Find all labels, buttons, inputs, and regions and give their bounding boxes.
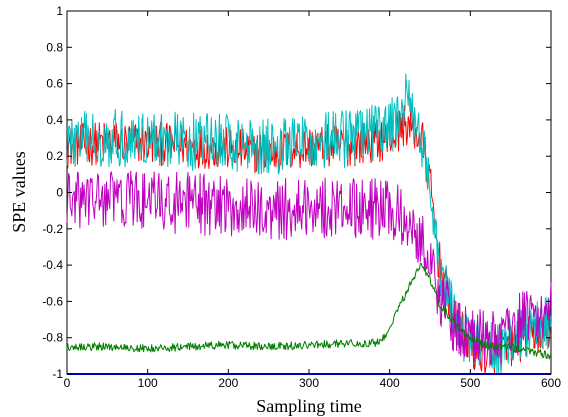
y-tick-label: -0.2 xyxy=(42,222,63,236)
y-axis-title: SPE values xyxy=(9,151,29,233)
ticks-layer: 0 100 200 300 400 500 600 -1 -0.8 -0.6 -0.4 -0.2 0 0.… xyxy=(42,4,561,390)
y-tick-label: 0 xyxy=(56,186,63,200)
x-tick-label: 500 xyxy=(460,376,480,390)
y-tick-label: 0.8 xyxy=(46,40,63,54)
x-tick-label: 200 xyxy=(218,376,238,390)
x-tick-label: 100 xyxy=(138,376,158,390)
x-axis-title: Sampling time xyxy=(256,396,362,416)
y-tick-label: 0.4 xyxy=(46,113,63,127)
x-tick-label: 600 xyxy=(541,376,561,390)
y-tick-label: 1 xyxy=(56,4,63,18)
x-tick-label: 300 xyxy=(299,376,319,390)
plot-frame xyxy=(66,10,552,375)
y-tick-label: 0.6 xyxy=(46,77,63,91)
x-tick-label: 0 xyxy=(64,376,71,390)
y-tick-label: -0.8 xyxy=(42,331,63,345)
series-line-3 xyxy=(66,170,552,369)
y-tick-label: -0.6 xyxy=(42,294,63,308)
y-tick-label: -0.4 xyxy=(42,258,63,272)
y-tick-label: 0.2 xyxy=(46,149,63,163)
series-line-4 xyxy=(66,262,552,360)
x-tick-label: 400 xyxy=(380,376,400,390)
y-tick-label: -1 xyxy=(52,367,63,381)
series-line-2 xyxy=(66,73,552,375)
